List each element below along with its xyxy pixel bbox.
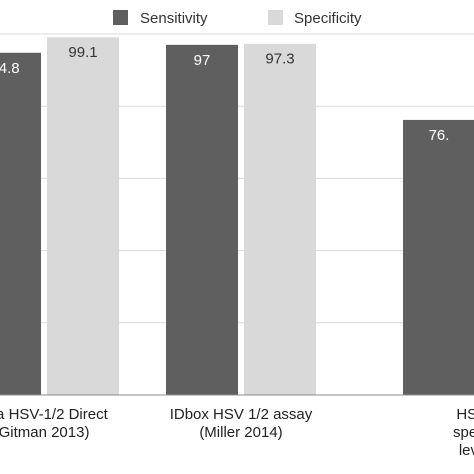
bar-sensitivity-1 [166, 44, 238, 396]
data-label-sensitivity-0: 94.8 [0, 60, 20, 77]
x-tick-label-2: HSV Lspecificlevels [453, 406, 474, 459]
bar-specificity-1 [244, 43, 316, 395]
data-label-specificity-0: 99.1 [68, 44, 97, 61]
data-labels: 94.8 97 76. 99.1 97.3 [0, 44, 449, 144]
x-tick-label-1: IDbox HSV 1/2 assay (Miller 2014) [170, 406, 313, 441]
legend-swatch-specificity [268, 10, 283, 25]
bar-sensitivity-0 [0, 52, 41, 395]
legend-label-specificity: Specificity [294, 10, 362, 27]
data-label-sensitivity-1: 97 [194, 52, 211, 69]
data-label-sensitivity-2: 76. [429, 127, 450, 144]
data-label-specificity-1: 97.3 [265, 51, 294, 68]
legend: Sensitivity Specificity [113, 10, 362, 27]
bar-sensitivity-2 [403, 119, 474, 395]
legend-label-sensitivity: Sensitivity [140, 10, 208, 27]
bars [0, 37, 474, 396]
legend-swatch-sensitivity [113, 10, 128, 25]
bar-specificity-0 [47, 37, 119, 396]
